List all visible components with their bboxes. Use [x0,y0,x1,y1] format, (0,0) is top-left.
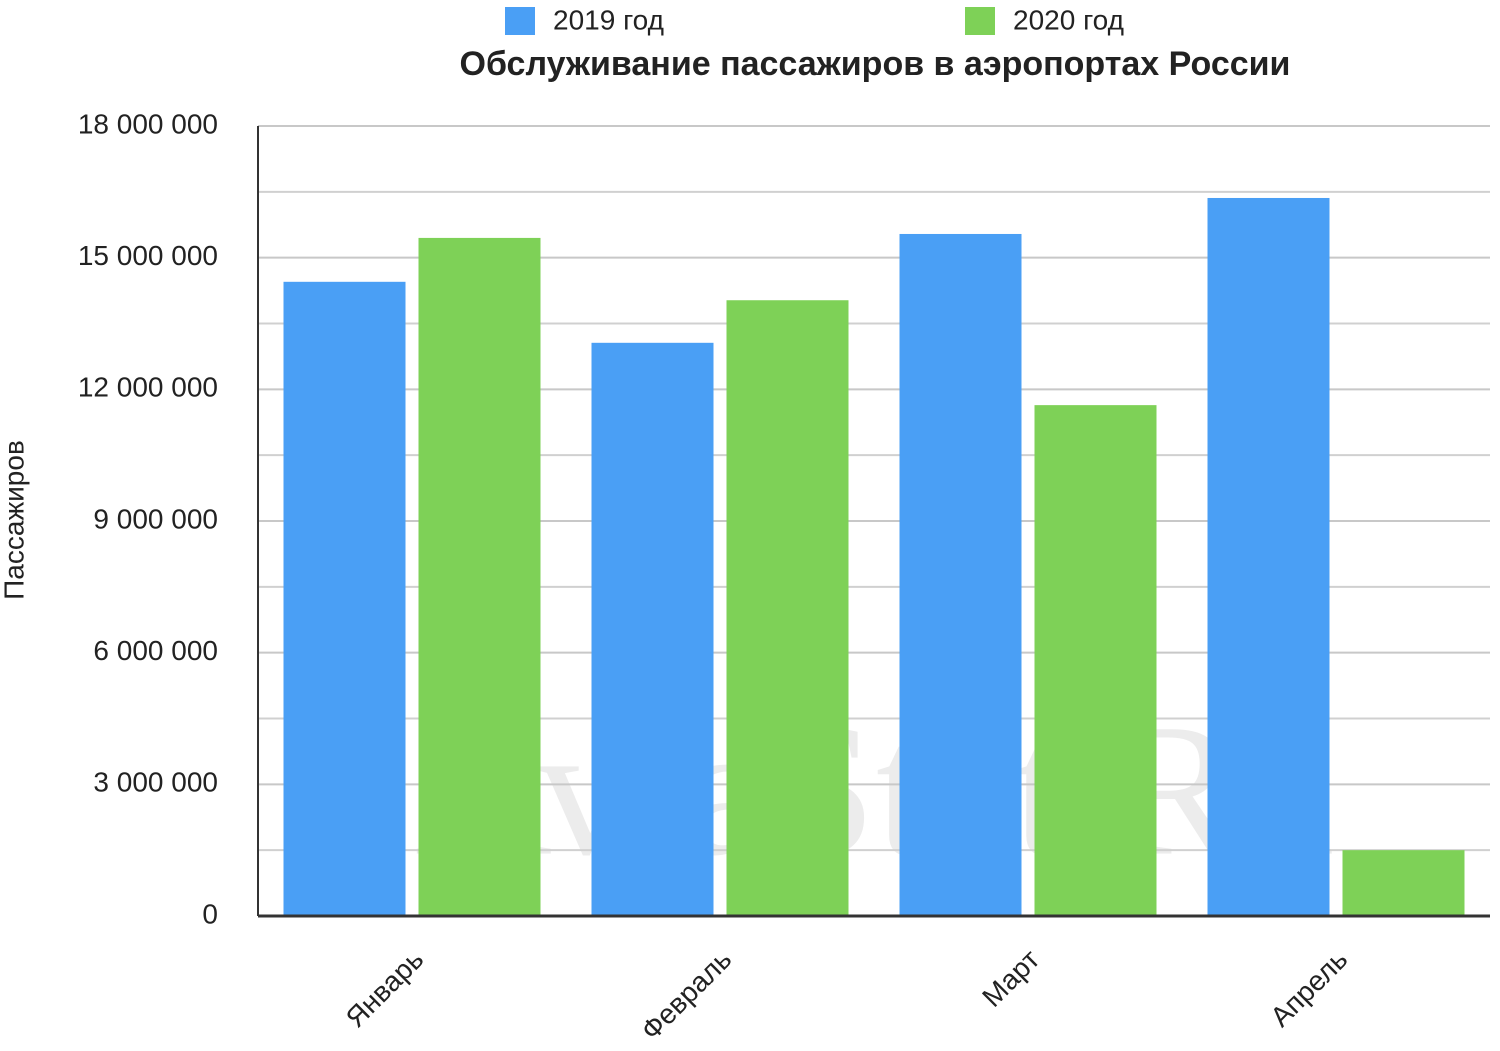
x-tick-label: Апрель [1264,944,1353,1033]
bar [1342,850,1465,916]
y-tick-label: 3 000 000 [93,767,218,798]
watermark: AviaStat.Ru [415,686,1335,896]
y-tick-label: 0 [202,898,218,929]
bar [1207,197,1330,916]
y-tick-label: 15 000 000 [78,240,218,271]
x-tick-label: Февраль [635,944,737,1046]
legend-label: 2020 год [1013,4,1124,35]
bar [899,233,1022,916]
y-tick-label: 12 000 000 [78,372,218,403]
bar [1034,405,1157,916]
chart-title: Обслуживание пассажиров в аэропортах Рос… [460,45,1291,83]
bar [283,281,406,916]
bar [418,237,541,916]
legend-label: 2019 год [553,4,664,35]
y-tick-label: 6 000 000 [93,635,218,666]
y-tick-label: 9 000 000 [93,503,218,534]
x-tick-label: Январь [340,944,430,1034]
bar [591,342,714,916]
legend-swatch [505,7,535,35]
legend-swatch [965,7,995,35]
bar [726,300,849,916]
x-tick-label: Март [976,943,1045,1012]
y-tick-label: 18 000 000 [78,108,218,139]
y-axis-label: Пассажиров [0,440,29,600]
